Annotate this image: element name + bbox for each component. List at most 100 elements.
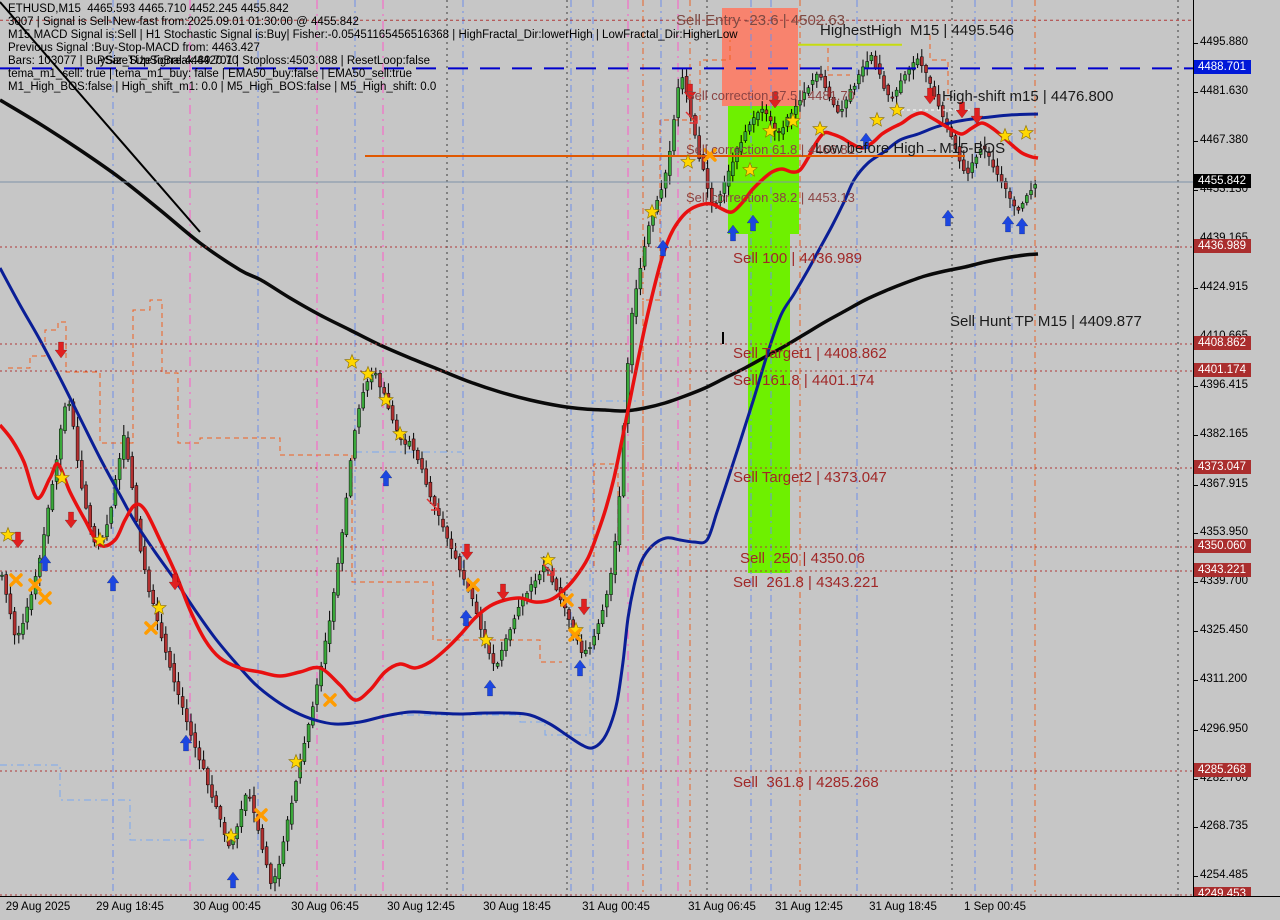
star-marker xyxy=(540,551,556,567)
time-tick-label: 30 Aug 06:45 xyxy=(291,901,359,913)
up-arrow-marker xyxy=(1015,217,1029,235)
price-tick-label: 4495.880 xyxy=(1193,36,1248,48)
up-arrow-marker xyxy=(483,679,497,697)
cross-marker xyxy=(9,573,23,587)
price-tick-label: 4481.630 xyxy=(1193,85,1248,97)
star-marker xyxy=(478,631,494,647)
star-marker xyxy=(151,599,167,615)
overlapping-signal-text: PSar_SizeToBreak:4420.70 xyxy=(97,55,239,67)
cross-marker xyxy=(38,591,52,605)
price-badge: 4488.701 xyxy=(1194,60,1251,74)
star-marker xyxy=(812,120,828,136)
macd-stoch-line: M15 MACD Signal is:Sell | H1 Stochastic … xyxy=(8,29,738,41)
cross-marker xyxy=(568,628,582,642)
price-tick-label: 4325.450 xyxy=(1193,624,1248,636)
signal-zone xyxy=(748,234,790,573)
cross-marker xyxy=(703,148,717,162)
hollow-arrow-marker xyxy=(542,563,555,576)
psar-step-channel xyxy=(642,40,731,540)
label-sell-target1: Sell Target1 | 4408.862 xyxy=(733,345,887,362)
price-badge: 4343.221 xyxy=(1194,563,1251,577)
signal-line: 3007 | Signal is Sell-New-fast from:2025… xyxy=(8,16,359,28)
chart-plot-area[interactable]: ETHUSD,M15 4465.593 4465.710 4452.245 44… xyxy=(0,0,1193,896)
price-tick-label: 4353.950 xyxy=(1193,526,1248,538)
label-sell-entry: Sell Entry -23.6 | 4502.63 xyxy=(676,12,845,29)
up-arrow-marker xyxy=(941,209,955,227)
time-axis[interactable]: 29 Aug 2025 29 Aug 18:45 30 Aug 00:45 30 Au… xyxy=(0,896,1280,920)
cross-marker xyxy=(323,693,337,707)
up-arrow-marker xyxy=(459,609,473,627)
blue-step-channel xyxy=(390,560,591,736)
price-badge: 4436.989 xyxy=(1194,239,1251,253)
star-marker xyxy=(785,112,801,128)
hollow-arrow-marker xyxy=(685,111,698,124)
time-tick-label: 31 Aug 06:45 xyxy=(688,901,756,913)
down-arrow-marker xyxy=(955,101,969,119)
price-badge: 4285.268 xyxy=(1194,763,1251,777)
time-tick-label: 29 Aug 2025 xyxy=(5,901,71,913)
cross-marker xyxy=(254,808,268,822)
price-tick-label: 4367.915 xyxy=(1193,478,1248,490)
star-marker xyxy=(889,101,905,117)
up-arrow-marker xyxy=(38,554,52,572)
down-arrow-marker xyxy=(496,583,510,601)
star-marker xyxy=(392,425,408,441)
label-sell-hunt-tp: Sell Hunt TP M15 | 4409.877 xyxy=(950,313,1142,330)
down-arrow-marker xyxy=(460,543,474,561)
star-marker xyxy=(742,161,758,177)
label-sell-100: Sell 100 | 4436.989 xyxy=(733,250,863,267)
time-tick-label: 31 Aug 00:45 xyxy=(582,901,650,913)
down-arrow-marker xyxy=(64,511,78,529)
up-arrow-marker xyxy=(656,239,670,257)
label-sell-250: Sell 250 | 4350.06 xyxy=(740,550,865,567)
label-sell-3618: Sell 361.8 | 4285.268 xyxy=(733,774,879,791)
signal-zone xyxy=(722,8,798,106)
star-marker xyxy=(0,526,16,542)
up-arrow-marker xyxy=(179,734,193,752)
time-tick-label: 31 Aug 12:45 xyxy=(775,901,843,913)
up-arrow-marker xyxy=(573,659,587,677)
blue-step-channel xyxy=(0,764,205,841)
cross-marker xyxy=(144,621,158,635)
star-marker xyxy=(344,353,360,369)
price-tick-label: 4339.700 xyxy=(1193,575,1248,587)
star-marker xyxy=(92,531,108,547)
up-arrow-marker xyxy=(859,132,873,150)
price-tick-label: 4254.485 xyxy=(1193,869,1248,881)
star-marker xyxy=(1018,124,1034,140)
tema-ema-line: tema_m1_sell: true | tema_m1_buy: false … xyxy=(8,68,412,80)
down-arrow-marker xyxy=(683,83,697,101)
price-badge: 4373.047 xyxy=(1194,460,1251,474)
star-marker xyxy=(680,153,696,169)
label-sell-1618: Sell 161.8 | 4401.174 xyxy=(733,372,875,389)
price-badge: 4350.060 xyxy=(1194,539,1251,553)
psar-step-channel xyxy=(351,455,562,663)
down-arrow-marker xyxy=(11,531,25,549)
price-axis[interactable]: 4495.880 4481.630 4467.380 4453.130 4439.165… xyxy=(1192,0,1280,901)
up-arrow-marker xyxy=(726,224,740,242)
cross-marker xyxy=(560,593,574,607)
price-tick-label: 4268.735 xyxy=(1193,820,1248,832)
star-marker xyxy=(223,827,239,843)
blue-step-channel xyxy=(591,400,640,455)
star-marker xyxy=(378,391,394,407)
black-ma-line xyxy=(0,98,1039,413)
star-marker xyxy=(360,365,376,381)
price-tick-label: 4424.915 xyxy=(1193,281,1248,293)
up-arrow-marker xyxy=(1001,215,1015,233)
time-tick-label: 31 Aug 18:45 xyxy=(869,901,937,913)
star-marker xyxy=(997,127,1013,143)
price-tick-label: 4396.415 xyxy=(1193,379,1248,391)
label-high-shift: High-shift m15 | 4476.800 xyxy=(942,88,1114,105)
label-correction-618: Sell correction 61.8 | 4466.81 xyxy=(686,142,855,157)
chart-canvas[interactable] xyxy=(0,0,1193,896)
hollow-arrow-marker xyxy=(426,498,439,511)
down-arrow-marker xyxy=(923,87,937,105)
cross-marker xyxy=(28,578,42,592)
label-low-before-high: Low before High→M15-BOS xyxy=(815,140,1006,157)
price-tick-label: 4467.380 xyxy=(1193,134,1248,146)
star-marker xyxy=(762,122,778,138)
down-arrow-marker xyxy=(768,91,782,109)
price-badge: 4455.842 xyxy=(1194,174,1251,188)
